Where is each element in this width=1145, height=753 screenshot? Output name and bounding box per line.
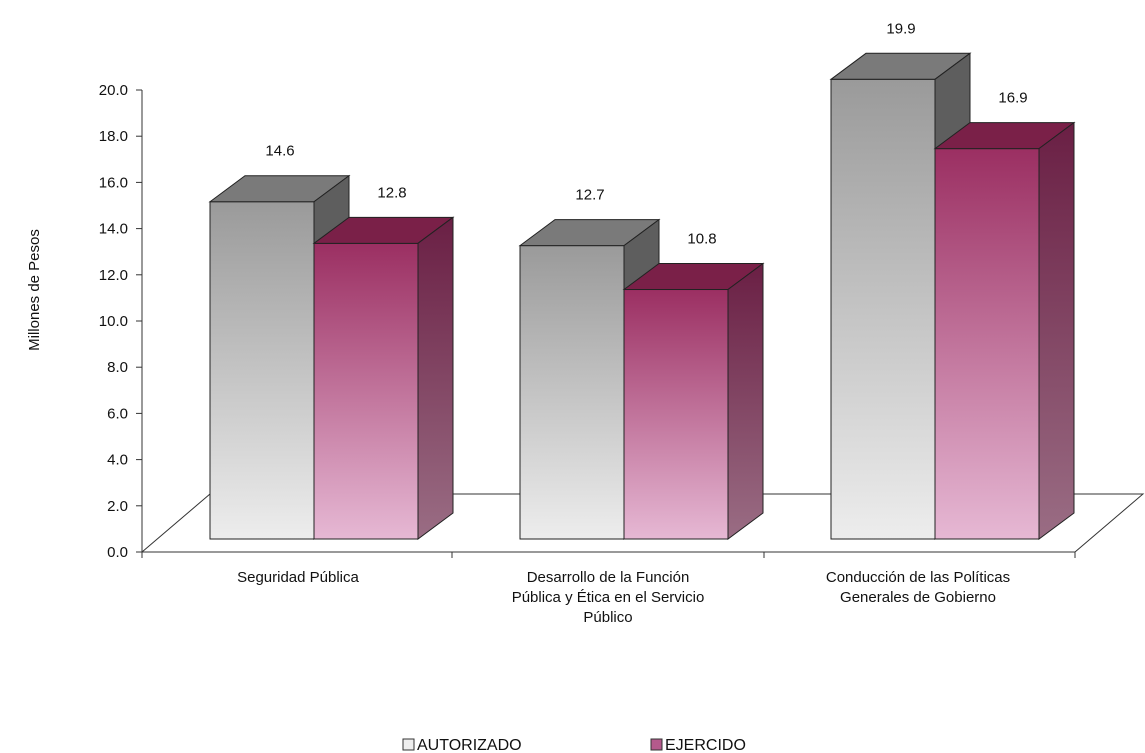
category-label-1: Desarrollo de la Función [527,569,690,586]
category-label-0: Seguridad Pública [237,569,359,586]
data-label-ejercido-2: 16.9 [998,90,1027,107]
y-tick-label: 6.0 [107,405,128,422]
y-tick-label: 16.0 [99,174,128,191]
data-label-autorizado-1: 12.7 [575,187,604,204]
legend: AUTORIZADO EJERCIDO [402,737,746,753]
category-label-1: Público [583,609,632,626]
bar-front-face [623,289,729,540]
y-tick-label: 18.0 [99,128,128,145]
bar-front-face [209,201,315,540]
axes-layer: 0.0 2.0 4.0 6.0 8.0 10.0 12.0 14.0 16.0 18.0 20.0 [99,82,1145,561]
data-label-ejercido-0: 12.8 [377,184,406,201]
bar-front-face [830,78,936,540]
legend-label-ejercido: EJERCIDO [665,737,746,753]
legend-label-autorizado: AUTORIZADO [417,737,522,753]
y-tick-label: 4.0 [107,452,128,469]
bar-ejercido-1 [622,262,765,540]
y-tick-label: 20.0 [99,82,128,99]
y-tick-label: 10.0 [99,313,128,330]
legend-item-autorizado: AUTORIZADO [402,737,522,753]
bar-front-face [934,148,1040,540]
bar-front-face [313,242,419,540]
bars-layer [208,52,1076,540]
category-label-2: Generales de Gobierno [840,589,996,606]
y-tick-label: 14.0 [99,221,128,238]
bar-ejercido-2 [933,121,1076,540]
bar-side-face [417,216,454,540]
bar-front-face [519,245,625,540]
data-label-autorizado-2: 19.9 [886,20,915,37]
bar-ejercido-0 [312,216,455,540]
labels-layer: 14.6 12.7 19.9 12.8 10.8 16.9 Seguridad Públic… [237,20,1027,626]
category-label-1: Pública y Ética en el Servicio [512,589,705,606]
category-label-2: Conducción de las Políticas [826,569,1010,586]
legend-swatch-autorizado [402,738,415,751]
data-label-ejercido-1: 10.8 [687,231,716,248]
data-label-autorizado-0: 14.6 [265,143,294,160]
bar-side-face [727,262,764,540]
y-axis-title: Millones de Pesos [26,229,43,351]
bar-side-face [1038,121,1075,540]
y-tick-label: 0.0 [107,544,128,561]
legend-swatch-ejercido [650,738,663,751]
y-tick-label: 2.0 [107,498,128,515]
y-tick-label: 8.0 [107,359,128,376]
y-tick-label: 12.0 [99,267,128,284]
legend-item-ejercido: EJERCIDO [650,737,746,753]
